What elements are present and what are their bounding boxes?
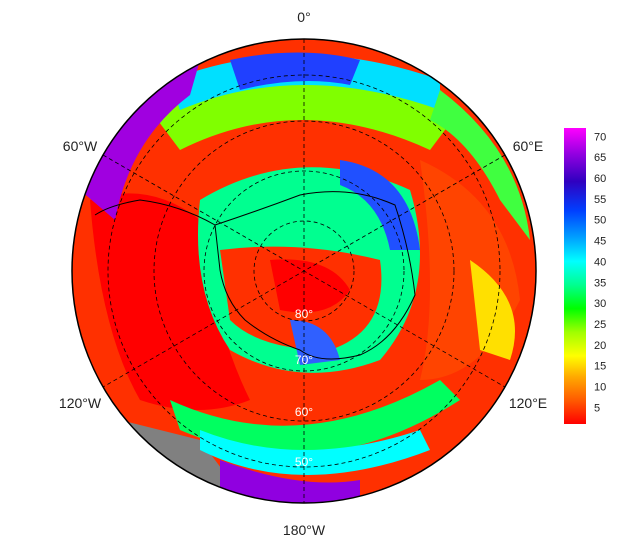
graticule <box>102 39 506 503</box>
colorbar-tick-label: 45 <box>594 236 606 248</box>
lon-label-120e: 120°E <box>509 395 547 411</box>
colorbar-tick-label: 30 <box>594 298 606 310</box>
colorbar-tick-label: 25 <box>594 319 606 331</box>
colorbar-tick-label: 10 <box>594 381 606 393</box>
lat-label-70: 70° <box>295 353 313 367</box>
blue-region-ross <box>290 320 340 365</box>
green-region-northeast <box>430 90 530 240</box>
purple-region-northwest <box>80 60 200 220</box>
colorbar-tick-label: 50 <box>594 215 606 227</box>
colorbar-gradient <box>564 128 586 424</box>
colorbar-tick-label: 40 <box>594 256 606 268</box>
lat-label-80: 80° <box>295 307 313 321</box>
colorbar-tick-label: 35 <box>594 277 606 289</box>
antarctic-peninsula <box>94 199 216 226</box>
blue-region-inner-east <box>340 160 420 250</box>
lon-label-120w: 120°W <box>59 395 102 411</box>
lon-label-0: 0° <box>297 9 310 25</box>
lon-label-60e: 60°E <box>513 138 544 154</box>
lon-label-60w: 60°W <box>63 138 98 154</box>
blue-region-north <box>230 52 360 90</box>
colorbar-tick-label: 70 <box>594 131 606 143</box>
colorbar-tick-label: 15 <box>594 361 606 373</box>
red-region-continent <box>270 259 350 313</box>
colorbar-tick-label: 65 <box>594 152 606 164</box>
colorbar-tick-label: 60 <box>594 173 606 185</box>
red-region-west <box>90 193 250 410</box>
colorbar-tick-label: 5 <box>594 402 600 414</box>
map-outline <box>71 38 537 504</box>
yellow-region-east <box>470 260 515 360</box>
colorbar-tick-label: 55 <box>594 194 606 206</box>
lat-label-60: 60° <box>295 405 313 419</box>
cyan-band-south <box>200 430 430 475</box>
green-band-south <box>170 380 460 454</box>
antarctic-coastline <box>214 191 416 360</box>
purple-band-south <box>220 460 360 503</box>
colorbar-ticks: 5 10 15 20 25 30 35 40 45 50 55 60 65 70 <box>594 131 606 414</box>
lon-label-180w: 180°W <box>283 522 326 538</box>
colorbar-tick-label: 20 <box>594 340 606 352</box>
lat-label-50: 50° <box>295 455 313 469</box>
colorbar: 5 10 15 20 25 30 35 40 45 50 55 60 65 70 <box>564 128 606 424</box>
